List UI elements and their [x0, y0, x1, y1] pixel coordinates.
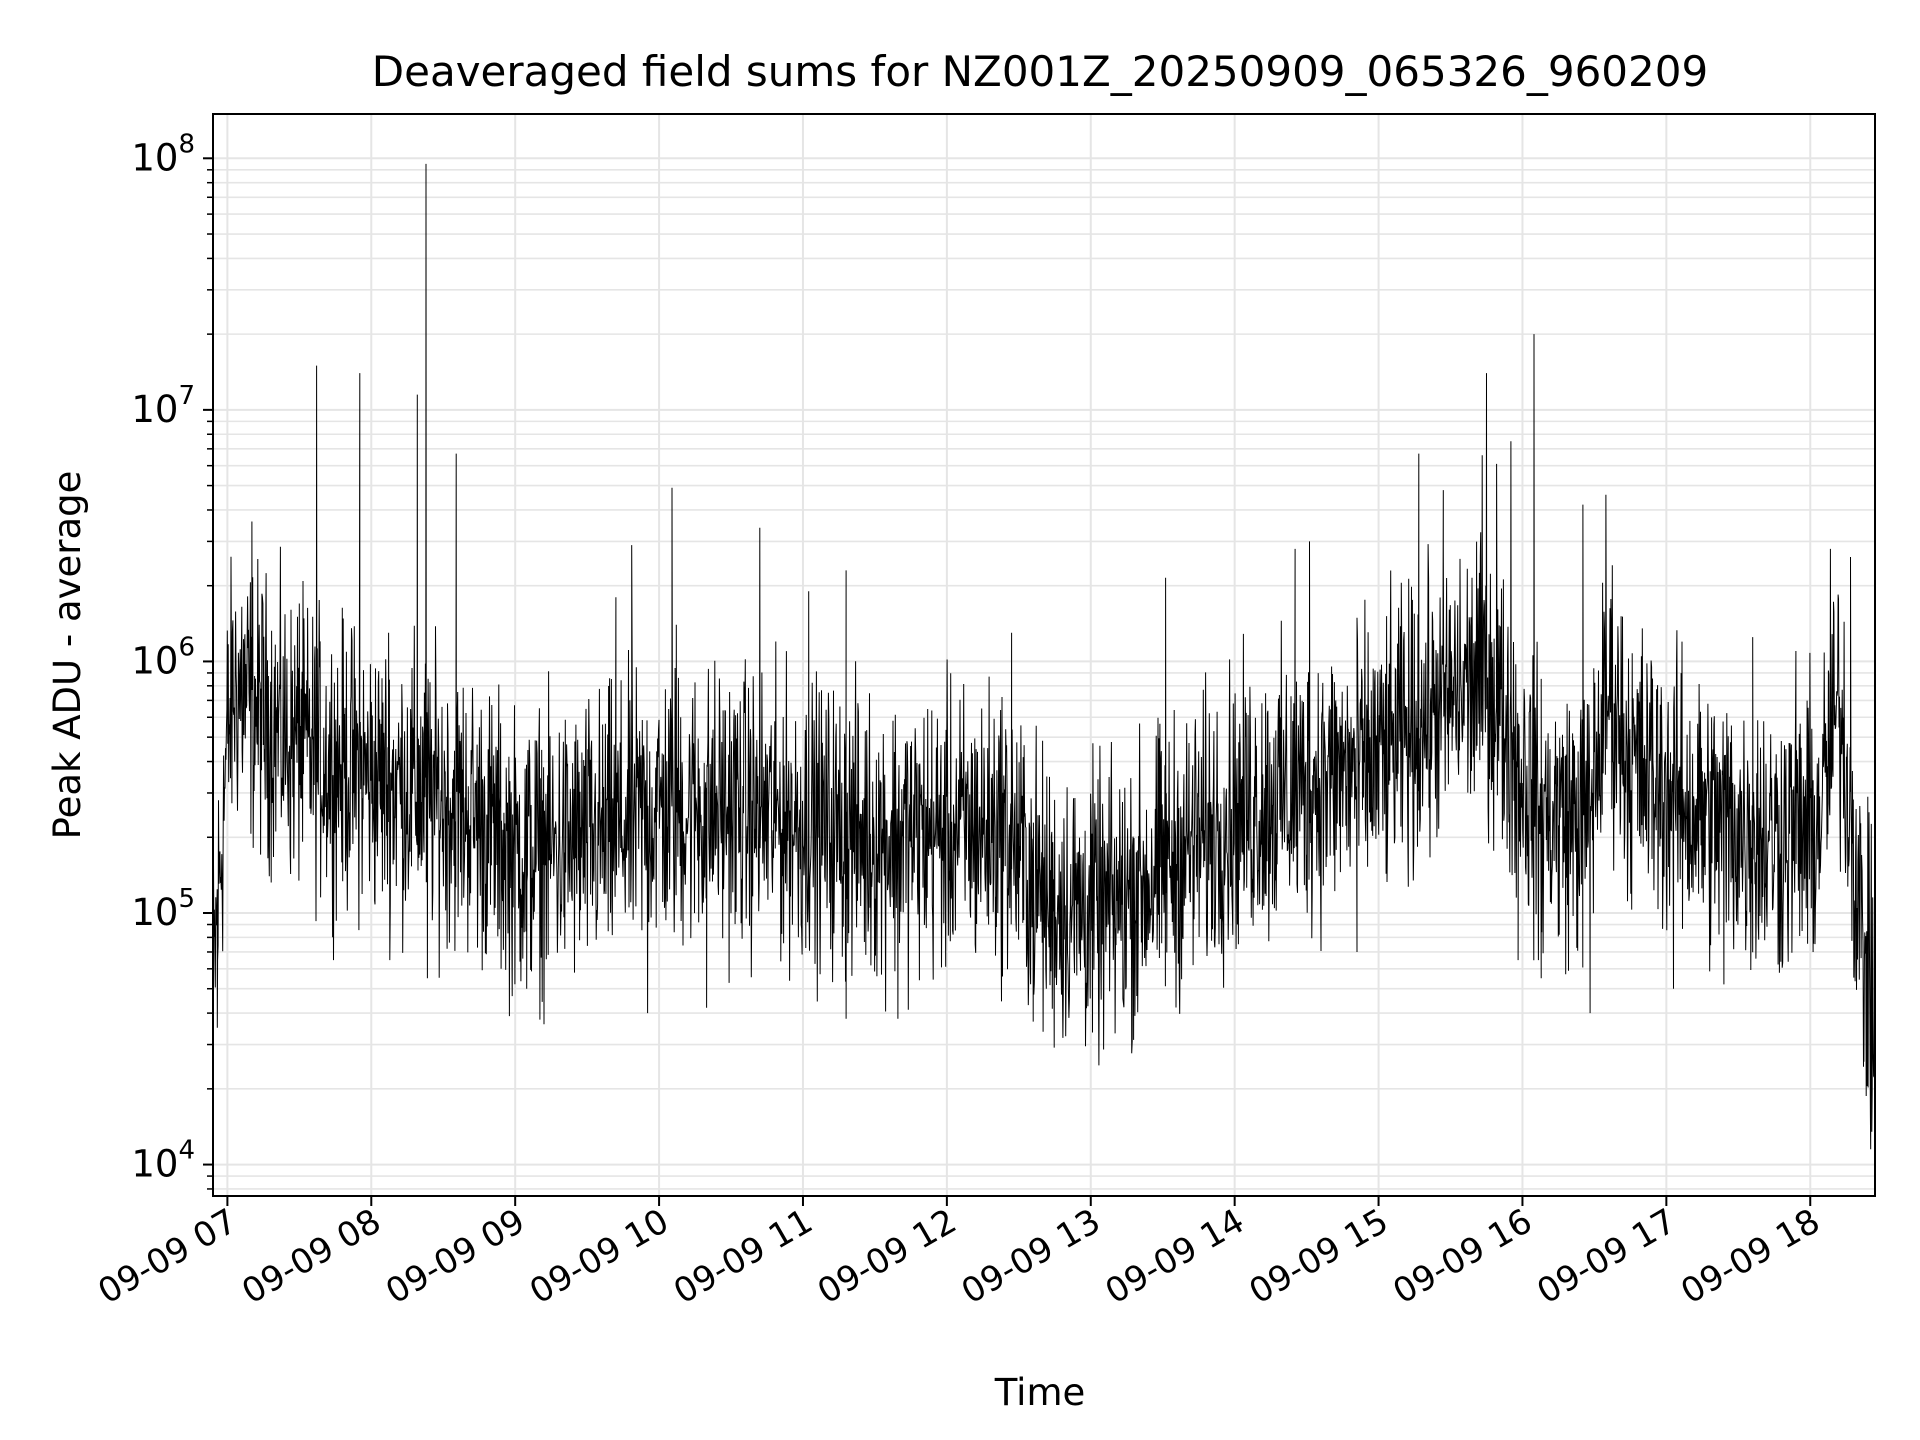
- chart-title: Deaveraged field sums for NZ001Z_2025090…: [372, 47, 1708, 96]
- plot-frame: [212, 113, 1876, 1197]
- x-axis-label: Time: [994, 1371, 1086, 1414]
- y-tick-label: 106: [131, 632, 195, 682]
- y-tick-label: 105: [131, 884, 195, 934]
- y-tick-label: 107: [131, 381, 195, 431]
- y-tick-label: 104: [131, 1136, 195, 1186]
- plot-area: [213, 163, 1875, 1150]
- y-tick-label: 108: [131, 129, 195, 179]
- y-axis: 104 105 106 107 108: [131, 129, 213, 1190]
- series-line: [213, 163, 1875, 1150]
- y-axis-label: Peak ADU - average: [46, 471, 89, 840]
